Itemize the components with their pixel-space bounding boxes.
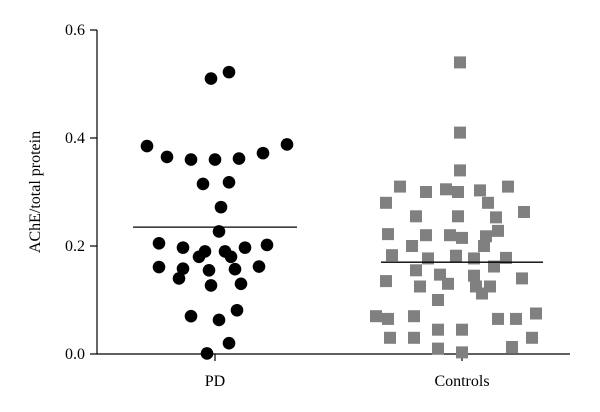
data-point-pd xyxy=(192,250,206,264)
data-point-pd xyxy=(238,241,252,254)
data-point-controls xyxy=(506,340,518,353)
data-point-pd xyxy=(260,238,274,252)
data-point-controls xyxy=(420,229,432,242)
y-tick-label: 0.6 xyxy=(65,22,85,39)
data-point-controls xyxy=(488,260,500,273)
data-point-controls xyxy=(384,331,396,344)
mean-lines xyxy=(133,226,543,263)
data-point-controls xyxy=(480,230,492,243)
data-point-pd xyxy=(222,336,236,350)
data-point-controls xyxy=(450,249,462,262)
data-point-controls xyxy=(420,186,432,198)
data-point-controls xyxy=(434,268,446,281)
data-point-controls xyxy=(518,205,530,218)
data-point-pd xyxy=(160,150,174,164)
data-point-controls xyxy=(456,231,468,244)
data-point-controls xyxy=(468,269,480,282)
data-point-pd xyxy=(184,153,198,166)
data-point-controls xyxy=(440,183,452,196)
data-point-pd xyxy=(232,152,246,165)
data-point-controls xyxy=(382,228,394,241)
x-ticks: PD Controls xyxy=(205,354,490,390)
data-point-pd xyxy=(152,260,166,274)
data-point-controls xyxy=(490,211,502,224)
data-point-pd xyxy=(252,260,266,273)
data-point-controls xyxy=(476,287,488,300)
data-point-pd xyxy=(212,225,226,238)
data-point-controls xyxy=(482,196,494,209)
data-point-controls xyxy=(422,252,434,265)
data-point-controls xyxy=(492,312,504,325)
data-point-pd xyxy=(212,313,226,327)
x-axis: PD Controls xyxy=(97,353,570,390)
data-point-controls xyxy=(516,272,528,285)
data-point-controls xyxy=(510,312,522,325)
data-point-controls xyxy=(444,229,456,242)
x-tick-label: Controls xyxy=(434,373,489,390)
data-point-pd xyxy=(176,241,190,254)
data-point-controls xyxy=(394,180,406,193)
data-point-controls xyxy=(530,307,542,320)
data-point-controls xyxy=(452,186,464,198)
data-point-pd xyxy=(208,153,222,166)
data-point-pd xyxy=(140,139,154,153)
data-point-pd xyxy=(202,264,216,277)
y-ticks: 0.0 0.2 0.4 0.6 xyxy=(65,22,97,363)
data-point-pd xyxy=(176,262,190,275)
data-point-controls xyxy=(474,184,486,197)
data-point-controls xyxy=(408,310,420,323)
data-point-controls xyxy=(380,196,392,209)
data-point-pd xyxy=(204,72,218,85)
data-point-pd xyxy=(230,303,244,317)
y-tick-label: 0.4 xyxy=(65,130,85,147)
data-point-pd xyxy=(234,277,248,291)
data-marks xyxy=(140,56,542,360)
y-tick-label: 0.0 xyxy=(65,346,85,363)
data-point-pd xyxy=(204,279,218,292)
y-axis-title: AChE/total protein xyxy=(27,131,44,253)
data-point-controls xyxy=(370,310,382,323)
data-point-controls xyxy=(432,294,444,306)
data-point-pd xyxy=(222,65,236,79)
data-point-controls xyxy=(456,346,468,359)
data-point-controls xyxy=(492,224,504,237)
data-point-controls xyxy=(408,331,420,344)
data-point-controls xyxy=(454,56,466,69)
data-point-controls xyxy=(502,180,514,193)
data-point-controls xyxy=(414,280,426,293)
data-point-controls xyxy=(500,251,512,264)
data-point-controls xyxy=(478,240,490,252)
data-point-controls xyxy=(432,342,444,355)
y-tick-label: 0.2 xyxy=(65,238,85,255)
data-point-pd xyxy=(224,250,238,264)
data-point-pd xyxy=(228,262,242,276)
data-point-pd xyxy=(172,272,186,285)
data-point-pd xyxy=(280,138,294,151)
x-tick-label: PD xyxy=(205,373,225,390)
data-point-controls xyxy=(454,126,466,139)
data-point-pd xyxy=(214,200,228,214)
data-point-controls xyxy=(452,210,464,223)
y-axis: 0.0 0.2 0.4 0.6 xyxy=(65,22,98,363)
data-point-controls xyxy=(406,240,418,252)
data-point-controls xyxy=(410,210,422,223)
data-point-controls xyxy=(442,277,454,290)
data-point-controls xyxy=(432,323,444,336)
data-point-pd xyxy=(184,309,198,323)
data-point-controls xyxy=(468,252,480,265)
data-point-controls xyxy=(526,331,538,344)
data-point-controls xyxy=(454,164,466,177)
data-point-pd xyxy=(152,237,166,250)
data-point-pd xyxy=(256,146,270,160)
data-point-pd xyxy=(222,175,236,189)
data-point-controls xyxy=(456,323,468,336)
data-point-pd xyxy=(196,177,210,191)
data-point-controls xyxy=(386,249,398,262)
data-point-controls xyxy=(410,264,422,277)
data-point-controls xyxy=(382,312,394,325)
data-point-pd xyxy=(200,347,214,360)
data-point-controls xyxy=(380,275,392,288)
